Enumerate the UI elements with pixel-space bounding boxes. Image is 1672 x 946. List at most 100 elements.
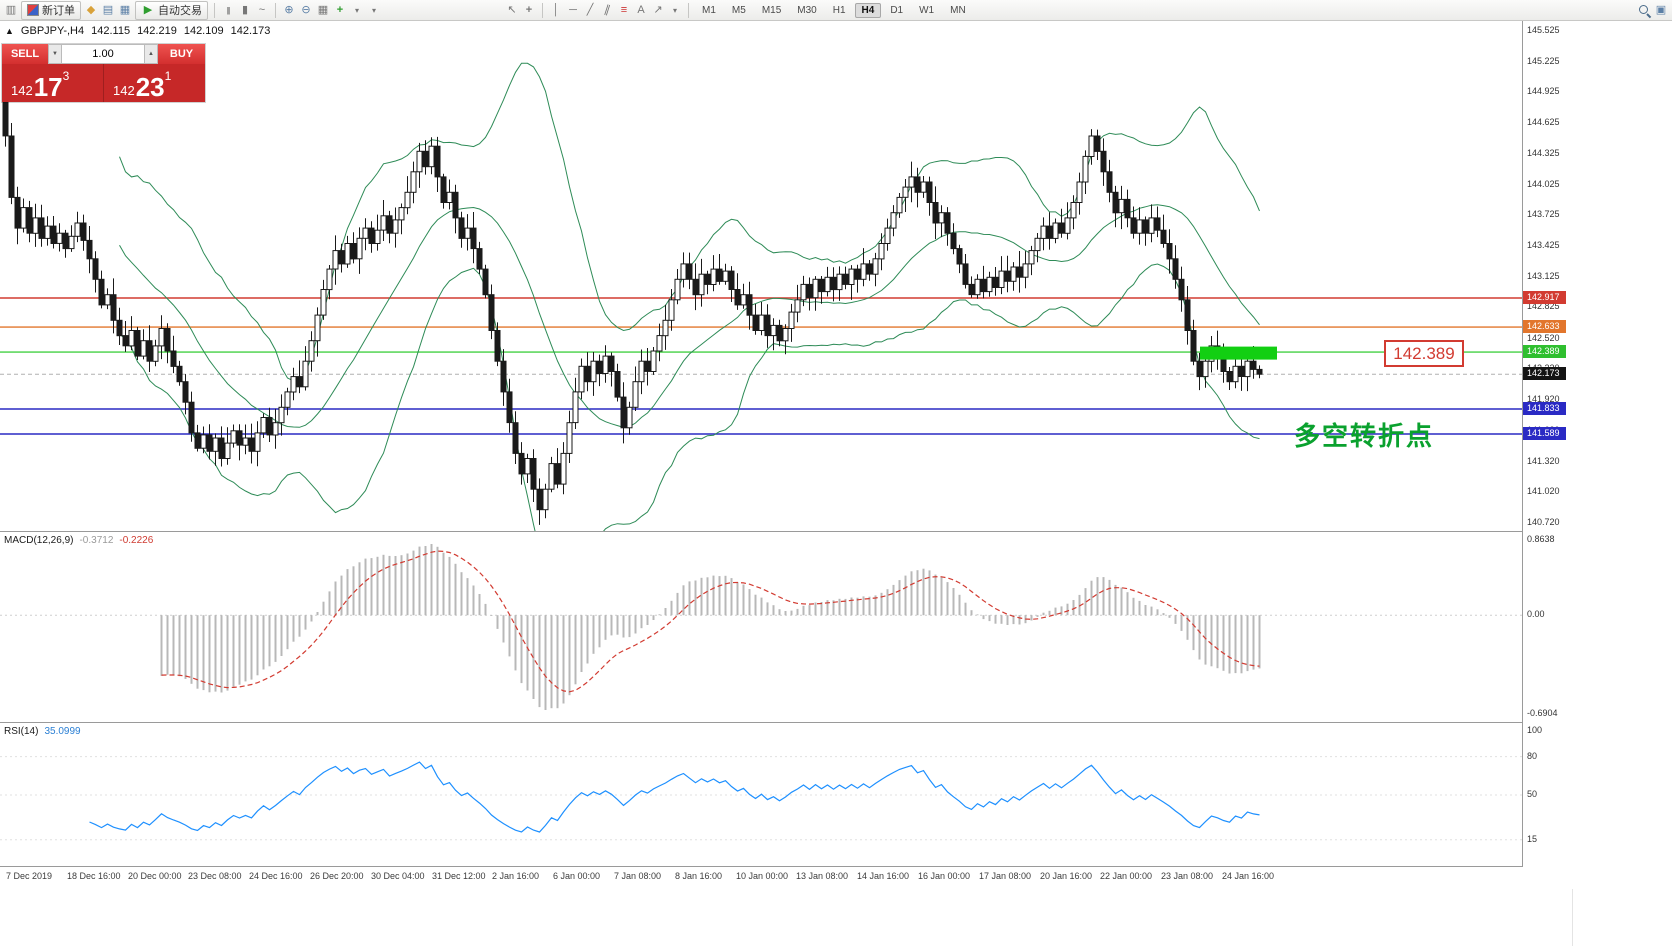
price-axis-tick: 143.725	[1527, 209, 1560, 219]
autotrading-button[interactable]: ▶ 自动交易	[135, 0, 208, 20]
timeframe-m1-button[interactable]: M1	[702, 4, 716, 16]
time-axis-label: 26 Dec 20:00	[310, 871, 364, 881]
bar-chart-mode-icon[interactable]: |||	[226, 5, 230, 15]
price-axis-tick: 142.520	[1527, 333, 1560, 343]
chart-symbol-label: GBPJPY-,H4	[20, 25, 85, 37]
indicators-dropdown-icon[interactable]: ▾	[354, 5, 359, 15]
macd-signal-value: -0.2226	[119, 535, 154, 546]
macd-axis-tick: -0.6904	[1527, 708, 1558, 718]
horizontal-line-tool-icon[interactable]: ─	[569, 3, 577, 16]
volume-input[interactable]	[62, 44, 144, 64]
price-axis-tick: 141.320	[1527, 456, 1560, 466]
text-tool-icon[interactable]: A	[637, 3, 645, 16]
arrow-tool-icon[interactable]: ↗	[653, 3, 663, 16]
one-click-toggle-icon[interactable]: ▲	[5, 26, 14, 36]
rsi-axis-tick: 100	[1527, 725, 1543, 735]
buy-price[interactable]: 142 23 1	[104, 64, 205, 102]
price-tag-141.589: 141.589	[1523, 427, 1566, 440]
price-tag-142.173: 142.173	[1523, 367, 1566, 380]
buy-price-main: 142	[113, 83, 135, 99]
trendline-tool-icon[interactable]: ╱	[586, 3, 594, 16]
sell-price[interactable]: 142 17 3	[2, 64, 103, 102]
buy-button[interactable]: BUY	[158, 44, 205, 64]
ohlc-high: 142.219	[137, 25, 177, 37]
autotrading-play-icon: ▶	[143, 3, 153, 16]
timeframe-mn-button[interactable]: MN	[950, 4, 966, 16]
rsi-panel-canvas[interactable]	[0, 723, 1522, 866]
timeframe-d1-button[interactable]: D1	[890, 4, 904, 16]
profiles-icon[interactable]: ◆	[86, 3, 96, 16]
sell-button[interactable]: SELL	[2, 44, 48, 64]
search-icon[interactable]	[1638, 4, 1651, 17]
price-tag-142.389: 142.389	[1523, 345, 1566, 358]
sell-price-sup: 3	[62, 69, 70, 83]
price-tag-142.917: 142.917	[1523, 291, 1566, 304]
chart-window-icon[interactable]: ▥	[5, 3, 17, 16]
time-axis-label: 10 Jan 00:00	[736, 871, 789, 881]
macd-title: MACD(12,26,9)	[4, 535, 74, 546]
navigator-icon[interactable]: ▦	[119, 3, 131, 16]
timeframe-h1-button[interactable]: H1	[832, 4, 846, 16]
cursor-icon[interactable]: ↖	[507, 3, 517, 16]
turning-point-annotation[interactable]: 多空转折点	[1294, 421, 1435, 451]
price-axis-tick: 141.920	[1527, 394, 1560, 404]
crosshair-icon[interactable]: +	[525, 3, 533, 16]
price-callout[interactable]: 142.389	[1384, 340, 1464, 367]
time-axis[interactable]: 7 Dec 2019 18 Dec 16:00 20 Dec 00:00 23 Dec…	[0, 867, 1572, 891]
channel-tool-icon[interactable]: ∥	[602, 2, 612, 17]
chart-window: ▲ GBPJPY-,H4 142.115 142.219 142.109 142…	[0, 21, 1573, 946]
time-axis-label: 7 Jan 08:00	[614, 871, 662, 881]
time-axis-label: 23 Dec 08:00	[188, 871, 242, 881]
timeframe-m15-button[interactable]: M15	[761, 4, 782, 16]
time-axis-label: 24 Dec 16:00	[249, 871, 303, 881]
rsi-label: RSI(14) 35.0999	[4, 726, 81, 737]
panel-separator[interactable]	[0, 866, 1572, 867]
price-axis-tick: 143.425	[1527, 240, 1560, 250]
new-order-icon	[27, 4, 39, 16]
panels-icon[interactable]: ▣	[1655, 3, 1667, 16]
candlestick-mode-icon[interactable]: ▮	[241, 3, 249, 16]
vertical-line-tool-icon[interactable]: │	[552, 3, 560, 16]
time-axis-label: 13 Jan 08:00	[796, 871, 849, 881]
volume-increase-button[interactable]: ▲	[144, 44, 158, 64]
indicators-icon[interactable]: +	[336, 3, 344, 16]
price-axis-tick: 143.125	[1527, 271, 1560, 281]
one-click-trading-panel: SELL ▼ ▲ BUY 142 17 3 142 23 1	[2, 44, 205, 102]
time-axis-label: 23 Jan 08:00	[1161, 871, 1214, 881]
sell-price-main: 142	[11, 83, 33, 99]
macd-label: MACD(12,26,9) -0.3712 -0.2226	[4, 535, 153, 546]
price-axis[interactable]: 145.525 145.225 144.925 144.625 144.325 144.0…	[1522, 21, 1573, 889]
market-watch-icon[interactable]: ▤	[102, 3, 114, 16]
ohlc-close: 142.173	[230, 25, 271, 37]
price-divider	[103, 64, 104, 102]
rsi-axis-tick: 15	[1527, 834, 1538, 844]
shapes-dropdown-icon[interactable]: ▾	[672, 5, 677, 15]
volume-decrease-button[interactable]: ▼	[48, 44, 62, 64]
time-axis-label: 7 Dec 2019	[6, 871, 53, 881]
timeframe-m30-button[interactable]: M30	[797, 4, 817, 16]
time-axis-label: 2 Jan 16:00	[492, 871, 540, 881]
zoom-out-icon[interactable]: ⊖	[301, 3, 311, 16]
rsi-axis-tick: 80	[1527, 751, 1538, 761]
ohlc-open: 142.115	[91, 25, 131, 37]
zoom-in-icon[interactable]: ⊕	[284, 3, 294, 16]
rsi-value: 35.0999	[44, 726, 81, 737]
time-axis-label: 20 Dec 00:00	[128, 871, 182, 881]
price-chart-canvas[interactable]	[0, 21, 1522, 531]
toolbar-separator	[214, 2, 215, 18]
periods-dropdown-icon[interactable]: ▾	[371, 5, 376, 15]
timeframe-h4-button[interactable]: H4	[854, 2, 882, 18]
macd-panel-canvas[interactable]	[0, 532, 1522, 722]
line-chart-mode-icon[interactable]: ~	[258, 3, 266, 16]
autotrading-label: 自动交易	[158, 5, 202, 17]
fibonacci-tool-icon[interactable]: ≡	[620, 3, 628, 16]
panel-separator[interactable]	[0, 531, 1572, 532]
tile-windows-icon[interactable]: ▦	[317, 3, 329, 16]
panel-separator[interactable]	[0, 722, 1572, 723]
new-order-button[interactable]: 新订单	[21, 0, 81, 20]
timeframe-m5-button[interactable]: M5	[731, 4, 746, 16]
buy-price-big: 23	[135, 71, 165, 102]
timeframe-w1-button[interactable]: W1	[919, 4, 935, 16]
price-axis-tick: 140.720	[1527, 517, 1560, 527]
price-axis-tick: 144.625	[1527, 117, 1560, 127]
